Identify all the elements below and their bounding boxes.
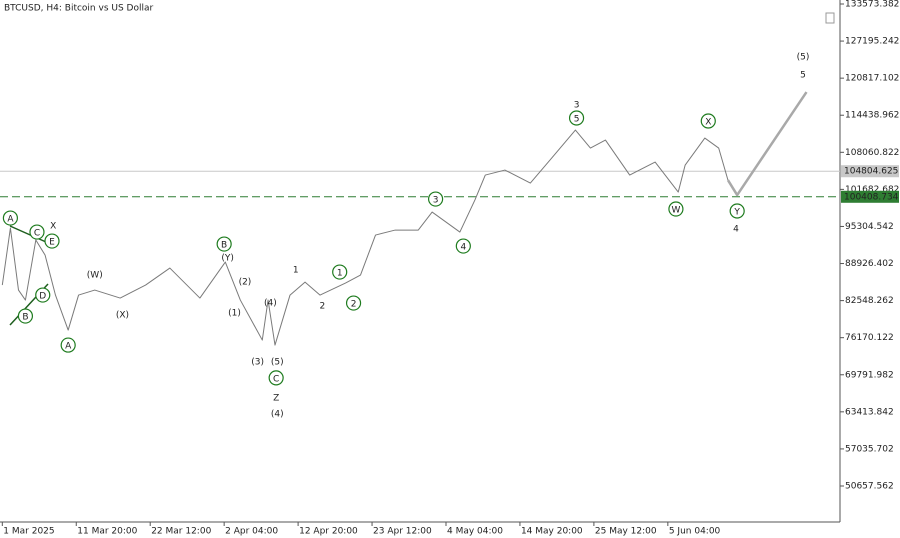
wave-label: (4) [271,409,284,419]
wave-circle [35,287,51,303]
price-label-bg [841,165,899,178]
wave-label: X [50,222,56,232]
price-line-series [1,129,729,346]
wave-circle [427,191,444,207]
wave-label: (2) [239,278,252,288]
y-tick-label: 50657.562 [845,481,894,491]
wave-label: W [671,206,680,216]
wave-circle [17,308,34,324]
wave-label: 4 [733,225,739,235]
wave-label: (5) [271,357,284,367]
x-tick-label: 5 Jun 04:00 [669,527,721,537]
x-tick-label: 1 Mar 2025 [3,527,54,537]
wave-label: 1 [337,269,343,279]
wave-circle [345,295,362,311]
y-tick-label: 108060.822 [845,148,899,158]
y-tick-label: 127195.242 [845,37,899,47]
y-tick-label: 82548.262 [845,296,894,306]
wave-label: (5) [797,53,810,63]
x-tick-label: 25 May 12:00 [595,527,657,537]
wave-label: (3) [251,357,264,367]
wave-label: C [273,374,279,384]
wave-circle [729,203,745,219]
icon[interactable] [825,12,835,24]
x-tick-label: 14 May 20:00 [521,527,583,537]
wave-circle [268,370,284,386]
wave-label: (Y) [221,254,234,264]
x-tick-label: 23 Apr 12:00 [373,527,432,537]
wave-label: 2 [351,300,357,310]
y-tick-label: 57035.702 [845,444,894,454]
wave-label: (1) [228,309,241,319]
wave-label: 5 [800,71,806,81]
wave-circle [568,110,585,126]
wave-label: X [705,118,711,128]
wave-label: 3 [574,101,580,111]
wave-label: (W) [87,271,103,281]
x-tick-label: 4 May 04:00 [447,527,503,537]
wave-circle [700,113,716,129]
price-label-bg [841,190,899,203]
wave-label: B [221,241,227,251]
y-tick-label: 95304.542 [845,222,894,232]
wave-label: 3 [433,196,439,206]
y-tick-label: 69791.982 [845,370,894,380]
x-tick-label: 12 Apr 20:00 [299,527,358,537]
wave-circle [60,337,76,353]
price-label: 104804.625 [844,167,898,177]
price-label: 100408.734 [844,192,899,202]
wave-label: Y [733,208,740,218]
wave-label: D [39,292,46,302]
wave-label: A [65,342,72,352]
wave-circle [668,201,684,217]
wave-label: C [34,229,40,239]
wave-label: 5 [574,115,580,125]
wave-label: (X) [116,311,129,321]
y-tick-label: 114438.962 [845,111,899,121]
y-tick-label: 133573.382 [845,0,899,9]
wave-label: B [22,313,28,323]
wave-label: Z [273,393,279,403]
x-tick-label: 11 Mar 20:00 [77,527,137,537]
wave-label: E [49,238,55,248]
y-tick-label: 88926.402 [845,259,894,269]
x-tick-label: 2 Apr 04:00 [225,527,278,537]
price-line-series [726,91,808,197]
wave-label: 2 [319,302,325,312]
y-tick-label: 63413.842 [845,407,894,417]
y-tick-label: 120817.102 [845,74,899,84]
wave-circle [2,210,18,226]
x-tick-label: 22 Mar 12:00 [151,527,211,537]
wave-label: 1 [293,266,299,276]
wave-circle [455,238,471,254]
trend-line [9,225,47,243]
wave-label: A [7,215,14,225]
wave-circle [216,236,232,252]
wave-label: (4) [264,299,277,309]
wave-circle [44,233,60,249]
chart-title: BTCUSD, H4: Bitcoin vs US Dollar [4,4,153,14]
y-tick-label: 76170.122 [845,333,894,343]
wave-label: 4 [460,243,466,253]
y-tick-label: 101682.682 [845,185,899,195]
wave-circle [332,264,348,280]
wave-circle [29,224,45,240]
